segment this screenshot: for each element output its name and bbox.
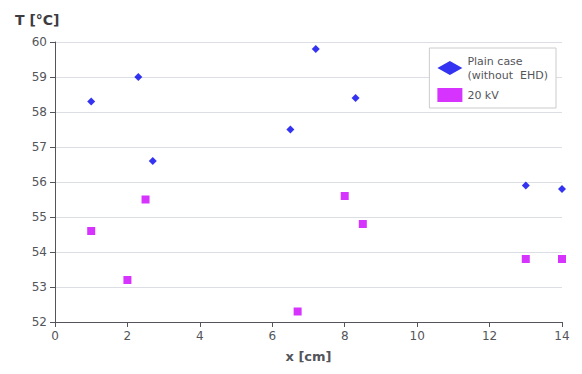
svg-text:52: 52 bbox=[32, 315, 47, 329]
svg-text:20 kV: 20 kV bbox=[467, 89, 499, 102]
svg-text:59: 59 bbox=[32, 70, 47, 84]
svg-text:55: 55 bbox=[32, 210, 47, 224]
svg-text:57: 57 bbox=[32, 140, 47, 154]
svg-text:10: 10 bbox=[410, 329, 425, 343]
svg-text:4: 4 bbox=[196, 329, 204, 343]
svg-text:56: 56 bbox=[32, 175, 47, 189]
svg-text:8: 8 bbox=[341, 329, 349, 343]
svg-text:0: 0 bbox=[51, 329, 59, 343]
svg-text:6: 6 bbox=[268, 329, 276, 343]
svg-text:14: 14 bbox=[554, 329, 569, 343]
svg-text:T [°C]: T [°C] bbox=[15, 12, 60, 28]
svg-text:(without EHD): (without EHD) bbox=[467, 69, 548, 82]
svg-text:54: 54 bbox=[32, 245, 47, 259]
svg-text:53: 53 bbox=[32, 280, 47, 294]
svg-text:2: 2 bbox=[124, 329, 132, 343]
svg-text:60: 60 bbox=[32, 35, 47, 49]
svg-text:x [cm]: x [cm] bbox=[285, 349, 331, 364]
svg-text:Plain case: Plain case bbox=[467, 55, 522, 68]
svg-text:12: 12 bbox=[482, 329, 497, 343]
svg-text:58: 58 bbox=[32, 105, 47, 119]
